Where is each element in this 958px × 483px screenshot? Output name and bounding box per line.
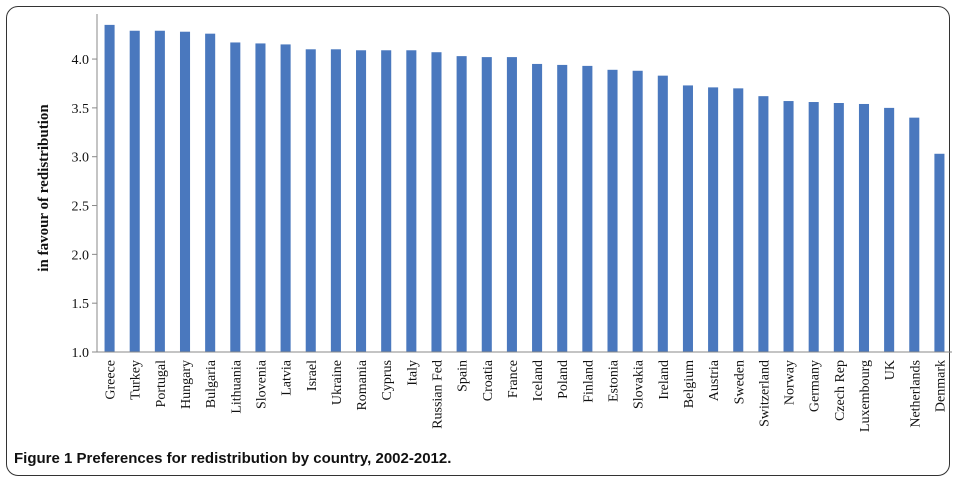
x-tick-label: Croatia: [481, 359, 496, 401]
x-tick-label: Norway: [783, 360, 798, 405]
bar-israel: [305, 49, 316, 352]
bar-ukraine: [330, 49, 341, 352]
y-tick-label: 2.5: [72, 200, 90, 215]
bar-uk: [884, 107, 895, 352]
y-tick-label: 3.5: [72, 102, 90, 117]
x-tick-label: Turkey: [129, 360, 144, 400]
bar-portugal: [154, 30, 165, 352]
x-tick-label: Estonia: [607, 359, 622, 402]
x-tick-label: Sweden: [732, 360, 747, 404]
bar-germany: [808, 102, 819, 352]
x-tick-label: Netherlands: [908, 360, 923, 428]
bar-latvia: [280, 44, 291, 352]
x-tick-label: Bulgaria: [204, 359, 219, 408]
x-tick-label: Russian Fed: [430, 360, 445, 429]
x-tick-label: Greece: [104, 360, 119, 400]
bar-austria: [708, 87, 719, 353]
bar-denmark: [934, 153, 945, 352]
x-tick-label: Luxembourg: [858, 360, 873, 432]
bar-italy: [406, 50, 417, 352]
x-tick-label: Denmark: [933, 360, 948, 412]
bar-sweden: [733, 88, 744, 353]
bar-romania: [356, 50, 367, 352]
figure-caption: Figure 1 Preferences for redistribution …: [14, 450, 451, 467]
y-tick-label: 2.0: [72, 248, 90, 263]
x-tick-label: Poland: [556, 360, 571, 399]
bar-chart: in favour of redistribution 1.0 1.5 2.0 2.5…: [36, 14, 952, 432]
x-tick-label: Italy: [405, 360, 420, 386]
bar-norway: [783, 101, 794, 352]
bar-czech-rep: [833, 103, 844, 352]
bars: [104, 24, 945, 353]
bar-turkey: [129, 30, 140, 352]
bar-greece: [104, 24, 115, 352]
bar-france: [506, 57, 517, 352]
x-tick-label: Slovakia: [632, 359, 647, 409]
bar-bulgaria: [205, 33, 216, 352]
bar-iceland: [532, 63, 543, 353]
x-tick-label: Czech Rep: [833, 360, 848, 421]
caption-text: Preferences for redistribution by countr…: [76, 450, 452, 467]
y-tick-label: 3.0: [72, 151, 90, 166]
y-tick-label: 1.5: [72, 297, 90, 312]
x-tick-label: Portugal: [154, 360, 169, 408]
bar-croatia: [481, 57, 492, 352]
x-tick-label: Belgium: [682, 360, 697, 408]
bar-luxembourg: [858, 103, 870, 352]
bar-russian-fed: [431, 52, 442, 352]
bar-slovakia: [632, 70, 643, 352]
x-tick-label: Finland: [581, 360, 596, 403]
bar-poland: [557, 64, 568, 352]
x-tick-label: Lithuania: [229, 359, 244, 413]
x-tick-label: France: [506, 360, 521, 398]
x-tick-label: Cyprus: [380, 360, 395, 400]
bar-netherlands: [909, 117, 920, 352]
x-axis-labels: Greece Turkey Portugal Hungary Bulgaria Lithu…: [104, 359, 949, 432]
bar-hungary: [179, 31, 191, 352]
y-axis-ticks: 1.0 1.5 2.0 2.5 3.0 3.5 4.0: [72, 53, 97, 361]
x-tick-label: Spain: [456, 360, 471, 392]
x-tick-label: Ukraine: [330, 360, 345, 405]
y-tick-label: 4.0: [72, 53, 90, 68]
y-axis-label-group: in favour of redistribution: [36, 104, 52, 272]
x-tick-label: Slovenia: [254, 359, 269, 409]
caption-label: Figure 1: [14, 450, 73, 467]
bar-lithuania: [230, 42, 241, 352]
y-axis-label: in favour of redistribution: [36, 104, 52, 272]
bar-cyprus: [381, 50, 392, 352]
bar-switzerland: [758, 96, 769, 352]
bar-belgium: [682, 85, 693, 353]
x-tick-label: Hungary: [179, 360, 194, 409]
x-tick-label: Romania: [355, 359, 370, 410]
bar-finland: [582, 65, 593, 353]
x-tick-label: Latvia: [280, 359, 295, 396]
bar-slovenia: [255, 43, 266, 352]
x-tick-label: Germany: [808, 360, 823, 412]
x-tick-label: Israel: [305, 360, 320, 391]
y-tick-label: 1.0: [72, 346, 90, 361]
x-tick-label: Austria: [707, 359, 722, 401]
x-tick-label: Iceland: [531, 360, 546, 401]
x-tick-label: UK: [883, 360, 898, 380]
bar-estonia: [607, 69, 618, 353]
bar-ireland: [657, 75, 668, 353]
bar-spain: [456, 56, 467, 352]
x-tick-label: Switzerland: [757, 360, 772, 427]
x-tick-label: Ireland: [657, 360, 672, 400]
